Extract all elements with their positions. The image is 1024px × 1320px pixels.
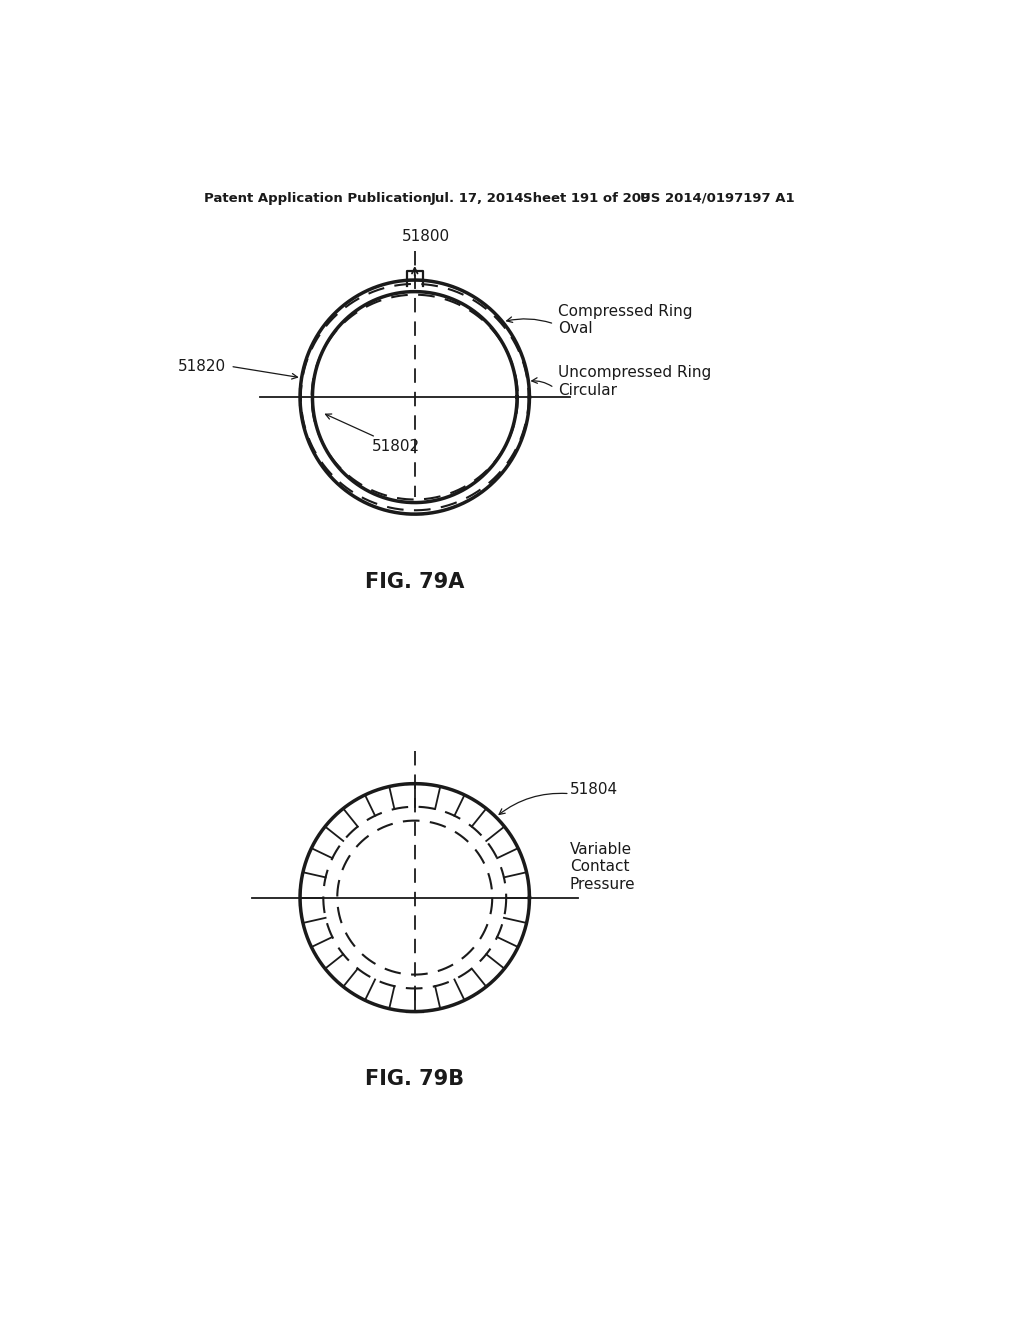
Text: Patent Application Publication: Patent Application Publication bbox=[204, 191, 432, 205]
Text: Compressed Ring
Oval: Compressed Ring Oval bbox=[558, 304, 692, 337]
Text: 51804: 51804 bbox=[569, 783, 617, 797]
Text: FIG. 79B: FIG. 79B bbox=[366, 1069, 464, 1089]
Text: 51820: 51820 bbox=[178, 359, 226, 374]
Text: Sheet 191 of 209: Sheet 191 of 209 bbox=[523, 191, 650, 205]
Text: Uncompressed Ring
Circular: Uncompressed Ring Circular bbox=[558, 366, 712, 397]
Text: US 2014/0197197 A1: US 2014/0197197 A1 bbox=[640, 191, 795, 205]
Text: 51800: 51800 bbox=[402, 228, 451, 244]
Text: FIG. 79A: FIG. 79A bbox=[366, 572, 465, 591]
Text: Jul. 17, 2014: Jul. 17, 2014 bbox=[430, 191, 523, 205]
Text: Variable
Contact
Pressure: Variable Contact Pressure bbox=[569, 842, 635, 892]
Text: 51802: 51802 bbox=[372, 440, 420, 454]
